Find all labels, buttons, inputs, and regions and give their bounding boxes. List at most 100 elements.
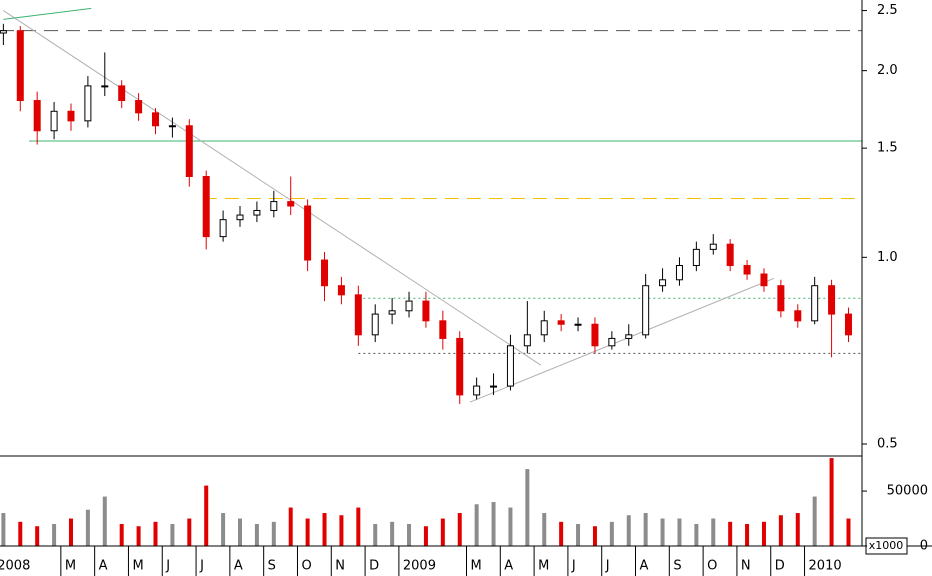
candle bbox=[659, 268, 667, 292]
candle bbox=[692, 241, 700, 272]
volume-bar bbox=[592, 526, 597, 546]
volume-bar bbox=[52, 524, 57, 546]
volume-bar bbox=[457, 513, 462, 546]
candle bbox=[101, 52, 109, 97]
volume-bar bbox=[728, 521, 733, 546]
candle-body bbox=[456, 337, 464, 396]
volume-bar bbox=[204, 485, 209, 546]
candle bbox=[828, 279, 836, 358]
candle bbox=[523, 301, 531, 354]
candle-body bbox=[642, 285, 650, 336]
volume-bar bbox=[525, 469, 530, 546]
x-tick-label: N bbox=[335, 559, 345, 574]
candle-body bbox=[760, 273, 768, 287]
candle bbox=[84, 76, 92, 128]
candle bbox=[67, 103, 75, 131]
x-tick-label: J bbox=[165, 559, 170, 574]
candle-body bbox=[422, 300, 430, 322]
volume-bar bbox=[221, 513, 226, 546]
candle-body bbox=[692, 248, 700, 267]
candle bbox=[540, 310, 548, 343]
candle bbox=[625, 324, 633, 346]
candle bbox=[794, 304, 802, 328]
volume-bar bbox=[491, 502, 496, 546]
volume-bar bbox=[761, 521, 766, 546]
volume-bar bbox=[102, 496, 107, 546]
candle bbox=[439, 310, 447, 350]
volume-bar bbox=[829, 458, 834, 546]
candle-body bbox=[101, 85, 109, 88]
candle-body bbox=[168, 125, 176, 128]
volume-bar bbox=[339, 515, 344, 546]
volume-bar bbox=[559, 521, 564, 546]
price-panel bbox=[0, 7, 862, 405]
candle-body bbox=[50, 110, 58, 132]
candle bbox=[185, 119, 193, 187]
volume-bar bbox=[153, 521, 158, 546]
volume-bar bbox=[356, 507, 361, 546]
candle bbox=[118, 80, 126, 109]
volume-bar bbox=[35, 526, 40, 546]
x-tick-label: M bbox=[538, 559, 549, 574]
volume-bar bbox=[288, 507, 293, 546]
volume-bar bbox=[576, 524, 581, 546]
volume-bar bbox=[322, 513, 327, 546]
candle-body bbox=[202, 176, 210, 238]
candle bbox=[743, 260, 751, 280]
volume-bar bbox=[508, 507, 513, 546]
candle-body bbox=[506, 345, 514, 387]
candle-body bbox=[371, 313, 379, 336]
volume-bar bbox=[795, 513, 800, 546]
volume-bar bbox=[846, 518, 851, 546]
candle-body bbox=[337, 285, 345, 296]
candle bbox=[16, 26, 24, 112]
volume-bar bbox=[18, 521, 23, 546]
candle bbox=[321, 251, 329, 302]
candle bbox=[151, 108, 159, 135]
candle-body bbox=[16, 30, 24, 102]
candle-body bbox=[321, 259, 329, 287]
candle-body bbox=[135, 100, 143, 114]
volume-bar bbox=[677, 518, 682, 546]
candle bbox=[490, 373, 498, 395]
x-tick-label: N bbox=[741, 559, 751, 574]
x-tick-label: J bbox=[605, 559, 610, 574]
volume-bar bbox=[778, 515, 783, 546]
volume-bar bbox=[187, 518, 192, 546]
volume-bar bbox=[626, 515, 631, 546]
x-tick-label: D bbox=[369, 559, 379, 574]
candle-body bbox=[625, 334, 633, 339]
candle-body bbox=[557, 320, 565, 325]
candle-body bbox=[473, 385, 481, 396]
volume-bar bbox=[390, 521, 395, 546]
candle-body bbox=[591, 323, 599, 347]
candle-body bbox=[523, 334, 531, 347]
volume-unit: x1000 bbox=[869, 539, 904, 552]
candle bbox=[760, 268, 768, 292]
candle bbox=[422, 291, 430, 328]
volume-bar bbox=[423, 526, 428, 546]
candle bbox=[50, 102, 58, 140]
y-tick-label: 2.0 bbox=[877, 63, 898, 78]
x-tick-label: 2009 bbox=[403, 559, 436, 574]
trend-line bbox=[3, 10, 542, 366]
volume-bar bbox=[745, 524, 750, 546]
x-tick-label: M bbox=[470, 559, 481, 574]
volume-bar bbox=[407, 524, 412, 546]
y-tick-label: 1.0 bbox=[877, 250, 898, 265]
candle-body bbox=[709, 243, 717, 250]
volume-bar bbox=[254, 524, 259, 546]
candle bbox=[168, 117, 176, 138]
candle bbox=[473, 377, 481, 400]
volume-bar bbox=[238, 518, 243, 546]
candle-body bbox=[777, 285, 785, 312]
candle-body bbox=[67, 110, 75, 122]
volume-bar bbox=[170, 524, 175, 546]
candle bbox=[506, 334, 514, 391]
y-tick-label: 1.5 bbox=[877, 141, 898, 156]
volume-bar bbox=[119, 524, 124, 546]
candle-body bbox=[608, 337, 616, 347]
candle-body bbox=[659, 279, 667, 287]
candle-body bbox=[743, 265, 751, 275]
